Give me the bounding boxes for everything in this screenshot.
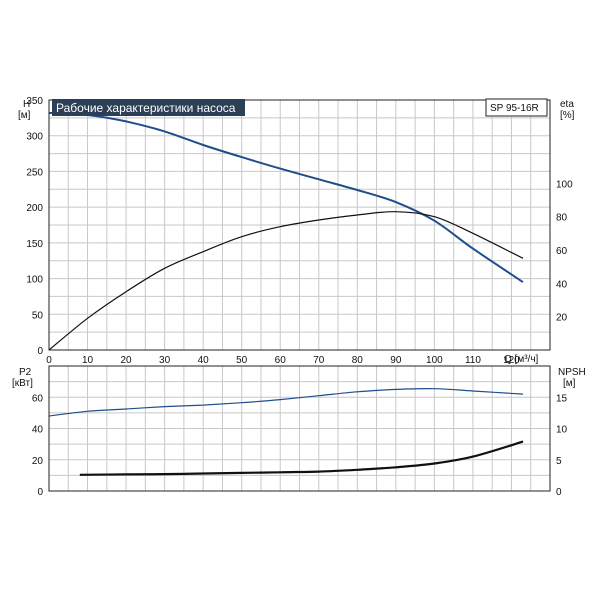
- upper-left-tick-label: 300: [26, 132, 43, 143]
- upper-right-axis-label: eta: [560, 99, 574, 110]
- lower-right-tick-label: 0: [556, 487, 562, 498]
- x-tick-label: 10: [82, 355, 94, 366]
- lower-left-axis-label: P2: [19, 367, 32, 378]
- upper-left-tick-label: 100: [26, 275, 43, 286]
- lower-series-line-0: [48, 388, 524, 417]
- lower-tick-labels: 0 20 40 60 0 5 10 15: [32, 393, 568, 498]
- upper-plot-frame: [48, 99, 551, 351]
- lower-left-tick-label: 60: [32, 393, 44, 404]
- upper-right-tick-label: 100: [556, 179, 573, 190]
- lower-left-axis-unit: [кВт]: [12, 378, 33, 389]
- upper-left-axis-unit: [м]: [18, 110, 31, 121]
- x-tick-label: 50: [236, 355, 248, 366]
- lower-plot-frame: [48, 365, 551, 492]
- upper-left-tick-label: 200: [26, 203, 43, 214]
- upper-left-tick-label: 250: [26, 167, 43, 178]
- lower-right-axis-unit: [м]: [563, 378, 576, 389]
- lower-right-axis-label: NPSH: [558, 367, 586, 378]
- x-tick-label: 110: [465, 355, 481, 366]
- lower-left-tick-label: 20: [32, 456, 44, 467]
- lower-left-tick-label: 40: [32, 425, 44, 436]
- lower-right-tick-label: 10: [556, 425, 568, 436]
- upper-series-line-1: [48, 211, 524, 351]
- lower-grid: [49, 366, 550, 491]
- x-tick-label: 40: [198, 355, 210, 366]
- lower-left-tick-label: 0: [37, 487, 43, 498]
- chart-title-box: [52, 99, 245, 116]
- lower-series-layer: [48, 388, 524, 476]
- x-tick-label: 0: [46, 355, 52, 366]
- upper-left-axis-label: H: [23, 99, 30, 110]
- x-axis-label: Q [м³/ч]: [504, 354, 539, 365]
- lower-right-tick-label: 15: [556, 393, 568, 404]
- x-tick-label: 30: [159, 355, 171, 366]
- model-label-box: [485, 98, 548, 117]
- lower-right-tick-label: 5: [556, 456, 562, 467]
- upper-left-tick-label: 150: [26, 239, 43, 250]
- upper-tick-labels: 0 10 20 30 40 50 60 70 80 90 100 110 120 0 50 100 150 200…: [26, 96, 573, 366]
- x-tick-label: 120: [503, 355, 520, 366]
- upper-series-line-0: [48, 111, 524, 283]
- upper-left-tick-label: 50: [32, 310, 44, 321]
- lower-series-line-1: [79, 440, 524, 476]
- x-tick-label: 60: [275, 355, 287, 366]
- upper-right-axis-unit: [%]: [560, 110, 575, 121]
- upper-left-tick-label: 350: [26, 96, 43, 107]
- upper-right-tick-label: 80: [556, 213, 568, 224]
- x-tick-label: 20: [121, 355, 133, 366]
- upper-series-layer: [48, 111, 524, 351]
- upper-grid: [49, 100, 550, 350]
- x-tick-label: 100: [426, 355, 443, 366]
- x-tick-label: 90: [390, 355, 402, 366]
- model-label: SP 95-16R: [490, 103, 539, 114]
- x-tick-label: 70: [313, 355, 325, 366]
- upper-right-tick-label: 40: [556, 279, 568, 290]
- upper-right-tick-label: 20: [556, 313, 568, 324]
- upper-right-tick-label: 60: [556, 246, 568, 257]
- chart-title: Рабочие характеристики насоса: [56, 101, 236, 115]
- upper-left-tick-label: 0: [37, 346, 43, 357]
- x-tick-label: 80: [352, 355, 364, 366]
